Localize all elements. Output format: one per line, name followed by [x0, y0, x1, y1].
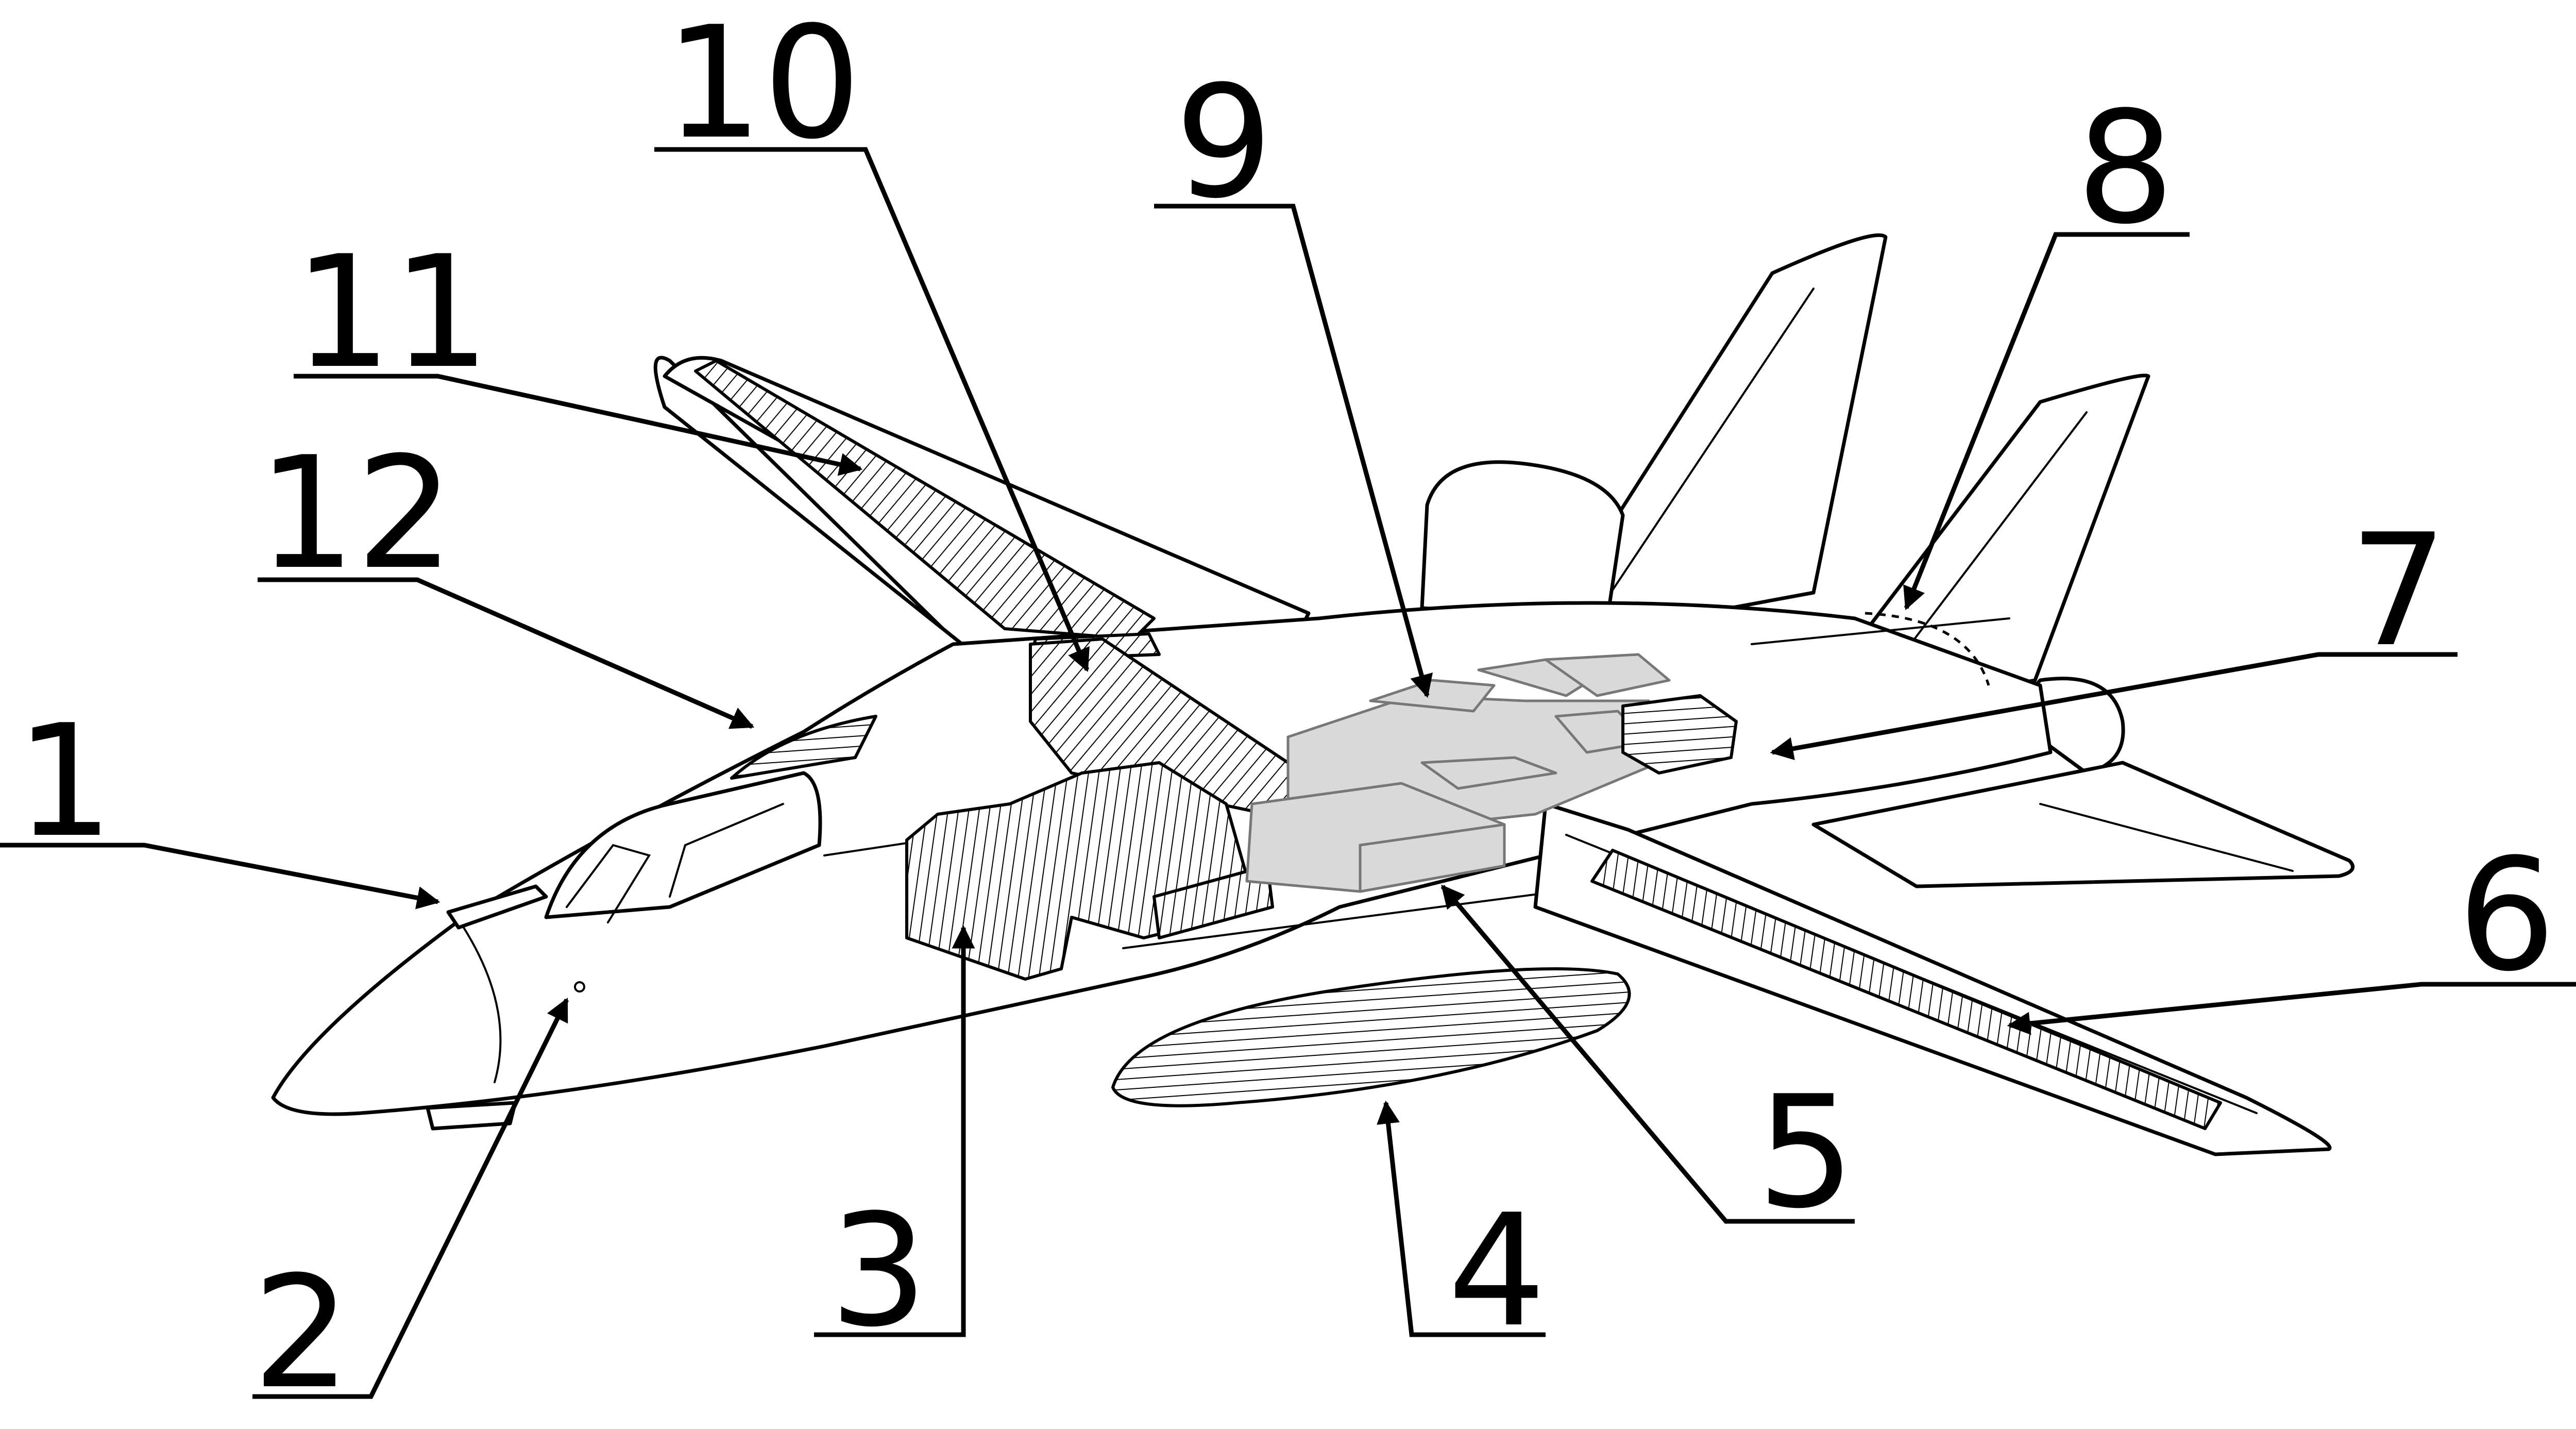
left-wing — [653, 356, 971, 651]
body-line-2 — [1122, 885, 1598, 949]
callout-1: 1 — [0, 692, 440, 910]
callout-10-number: 10 — [665, 0, 861, 173]
callout-10: 10 — [654, 0, 1090, 673]
left-wing-slat — [694, 359, 1156, 641]
callout-7-leader — [1770, 652, 2458, 761]
callout-3-leader — [814, 925, 975, 1337]
callout-4-number: 4 — [1448, 1181, 1546, 1361]
stabilizer-hinge-line — [2039, 803, 2294, 872]
callout-1-number: 1 — [15, 692, 114, 871]
callout-12: 12 — [258, 424, 755, 729]
callout-5-number: 5 — [1757, 1063, 1855, 1242]
callout-5-leader — [1440, 884, 1855, 1224]
callout-12-number: 12 — [258, 424, 454, 603]
pitot-probe — [446, 884, 548, 930]
callout-1-leader — [0, 843, 440, 910]
callout-5: 5 — [1440, 884, 1855, 1242]
callout-9-number: 9 — [1175, 53, 1273, 232]
aircraft-illustration — [271, 233, 2355, 1156]
nose-port — [574, 981, 585, 993]
radome-line — [463, 927, 502, 1083]
callout-8-leader — [1903, 232, 2190, 611]
body-line-3 — [1751, 617, 2010, 645]
right-wing-slat — [1590, 849, 2222, 1130]
left-nacelle — [1420, 460, 1625, 620]
callout-8: 8 — [1903, 78, 2190, 611]
callout-6-leader — [2007, 982, 2576, 1035]
ventral-fuel-tank — [1111, 967, 1631, 1107]
callout-2-number: 2 — [252, 1243, 351, 1423]
callout-12-leader — [258, 577, 755, 729]
callout-3: 3 — [814, 925, 975, 1361]
dorsal-hatched-panel — [730, 715, 877, 780]
callout-7-number: 7 — [2349, 501, 2448, 681]
callout-2-leader — [252, 997, 569, 1399]
callout-4-leader — [1377, 1100, 1546, 1337]
canopy-frame — [566, 844, 651, 923]
callout-11-number: 11 — [294, 223, 490, 402]
aft-compartment-hatched — [1621, 694, 1738, 775]
callout-3-number: 3 — [829, 1181, 928, 1361]
left-tail-rib — [1606, 288, 1815, 599]
ventral-fairing — [426, 1101, 517, 1131]
callout-6: 6 — [2007, 826, 2576, 1035]
canopy-frame-rear — [669, 803, 784, 898]
tail-dashed-line — [1865, 612, 1990, 686]
callout-6-number: 6 — [2458, 826, 2556, 1005]
callout-8-number: 8 — [2076, 78, 2175, 258]
callout-4: 4 — [1377, 1100, 1546, 1361]
right-horizontal-stabilizer — [1811, 761, 2355, 888]
callout-9: 9 — [1154, 53, 1433, 698]
callout-11: 11 — [294, 223, 863, 476]
callout-10-leader — [654, 147, 1090, 673]
callout-11-leader — [294, 374, 863, 476]
canopy — [544, 771, 822, 919]
gear-bay-detail — [1153, 864, 1274, 939]
callout-7: 7 — [1770, 501, 2458, 761]
callout-2: 2 — [252, 997, 569, 1423]
engine-duct-module-side — [1359, 823, 1506, 893]
left-vertical-tail — [1533, 233, 1888, 646]
callout-9-leader — [1154, 204, 1433, 698]
